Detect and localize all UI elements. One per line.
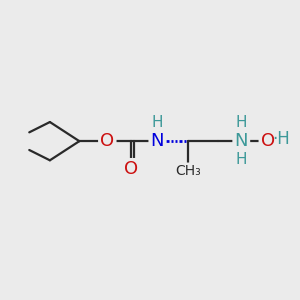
Text: ·H: ·H: [272, 130, 290, 148]
Text: O: O: [124, 160, 138, 178]
Text: H: H: [152, 116, 163, 130]
Text: O: O: [261, 132, 275, 150]
Text: N: N: [151, 132, 164, 150]
Text: CH₃: CH₃: [176, 164, 201, 178]
Text: H: H: [236, 152, 247, 167]
Text: N: N: [235, 132, 248, 150]
Text: H: H: [236, 116, 247, 130]
Text: O: O: [100, 132, 114, 150]
